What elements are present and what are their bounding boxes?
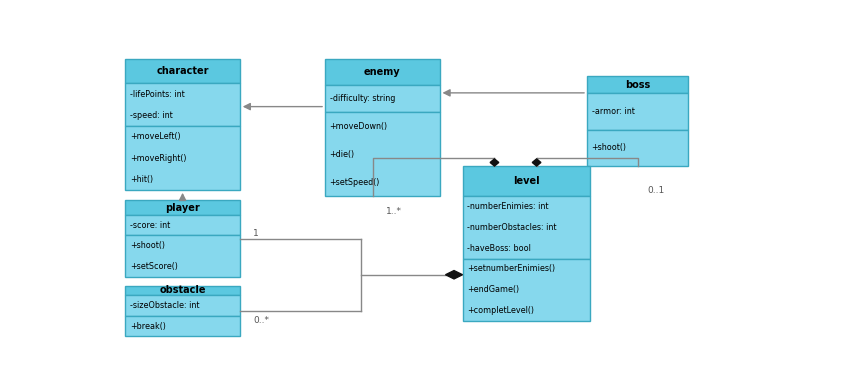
Text: -armor: int: -armor: int — [591, 107, 634, 116]
Text: character: character — [156, 66, 208, 76]
Text: boss: boss — [625, 80, 650, 90]
Text: 1..*: 1..* — [386, 207, 402, 216]
Bar — [125, 316, 240, 336]
Bar — [125, 59, 240, 83]
Text: -numberObstacles: int: -numberObstacles: int — [467, 223, 556, 232]
Text: +endGame(): +endGame() — [467, 286, 518, 294]
Text: -difficulty: string: -difficulty: string — [329, 94, 394, 103]
Bar — [125, 83, 240, 126]
Text: +shoot(): +shoot() — [591, 144, 625, 152]
Text: 1: 1 — [252, 229, 258, 237]
Polygon shape — [445, 270, 462, 279]
Text: -sizeObstacle: int: -sizeObstacle: int — [130, 301, 199, 310]
Text: +completLevel(): +completLevel() — [467, 307, 533, 315]
Text: +moveRight(): +moveRight() — [130, 154, 187, 163]
Bar — [587, 130, 688, 166]
Text: -score: int: -score: int — [130, 221, 170, 230]
Bar — [125, 126, 240, 190]
Text: enemy: enemy — [364, 67, 400, 76]
Text: +setSpeed(): +setSpeed() — [329, 178, 380, 187]
Text: +hit(): +hit() — [130, 175, 153, 184]
Bar — [125, 295, 240, 316]
Text: +break(): +break() — [130, 322, 165, 331]
Bar — [325, 85, 439, 113]
Text: level: level — [512, 176, 539, 186]
Text: 0..1: 0..1 — [647, 186, 664, 195]
Bar — [587, 76, 688, 94]
Text: -haveBoss: bool: -haveBoss: bool — [467, 244, 530, 253]
Bar — [462, 196, 589, 258]
Polygon shape — [490, 159, 498, 166]
Text: 0..*: 0..* — [252, 316, 268, 325]
Text: +moveDown(): +moveDown() — [329, 122, 387, 131]
Text: -lifePoints: int: -lifePoints: int — [130, 90, 184, 99]
Text: -speed: int: -speed: int — [130, 111, 172, 120]
Bar — [325, 59, 439, 85]
Bar — [587, 94, 688, 130]
Text: -numberEnimies: int: -numberEnimies: int — [467, 202, 548, 211]
Bar — [125, 201, 240, 215]
Bar — [325, 113, 439, 196]
Text: +shoot(): +shoot() — [130, 241, 165, 250]
Bar — [462, 166, 589, 196]
Polygon shape — [532, 159, 540, 166]
Text: +setnumberEnimies(): +setnumberEnimies() — [467, 265, 555, 274]
Text: +moveLeft(): +moveLeft() — [130, 132, 181, 141]
Bar — [462, 258, 589, 321]
Text: +die(): +die() — [329, 150, 354, 159]
Text: +setScore(): +setScore() — [130, 262, 177, 271]
Bar — [125, 286, 240, 295]
Bar — [125, 215, 240, 236]
Text: player: player — [165, 203, 200, 213]
Bar — [125, 236, 240, 277]
Text: obstacle: obstacle — [160, 286, 206, 295]
